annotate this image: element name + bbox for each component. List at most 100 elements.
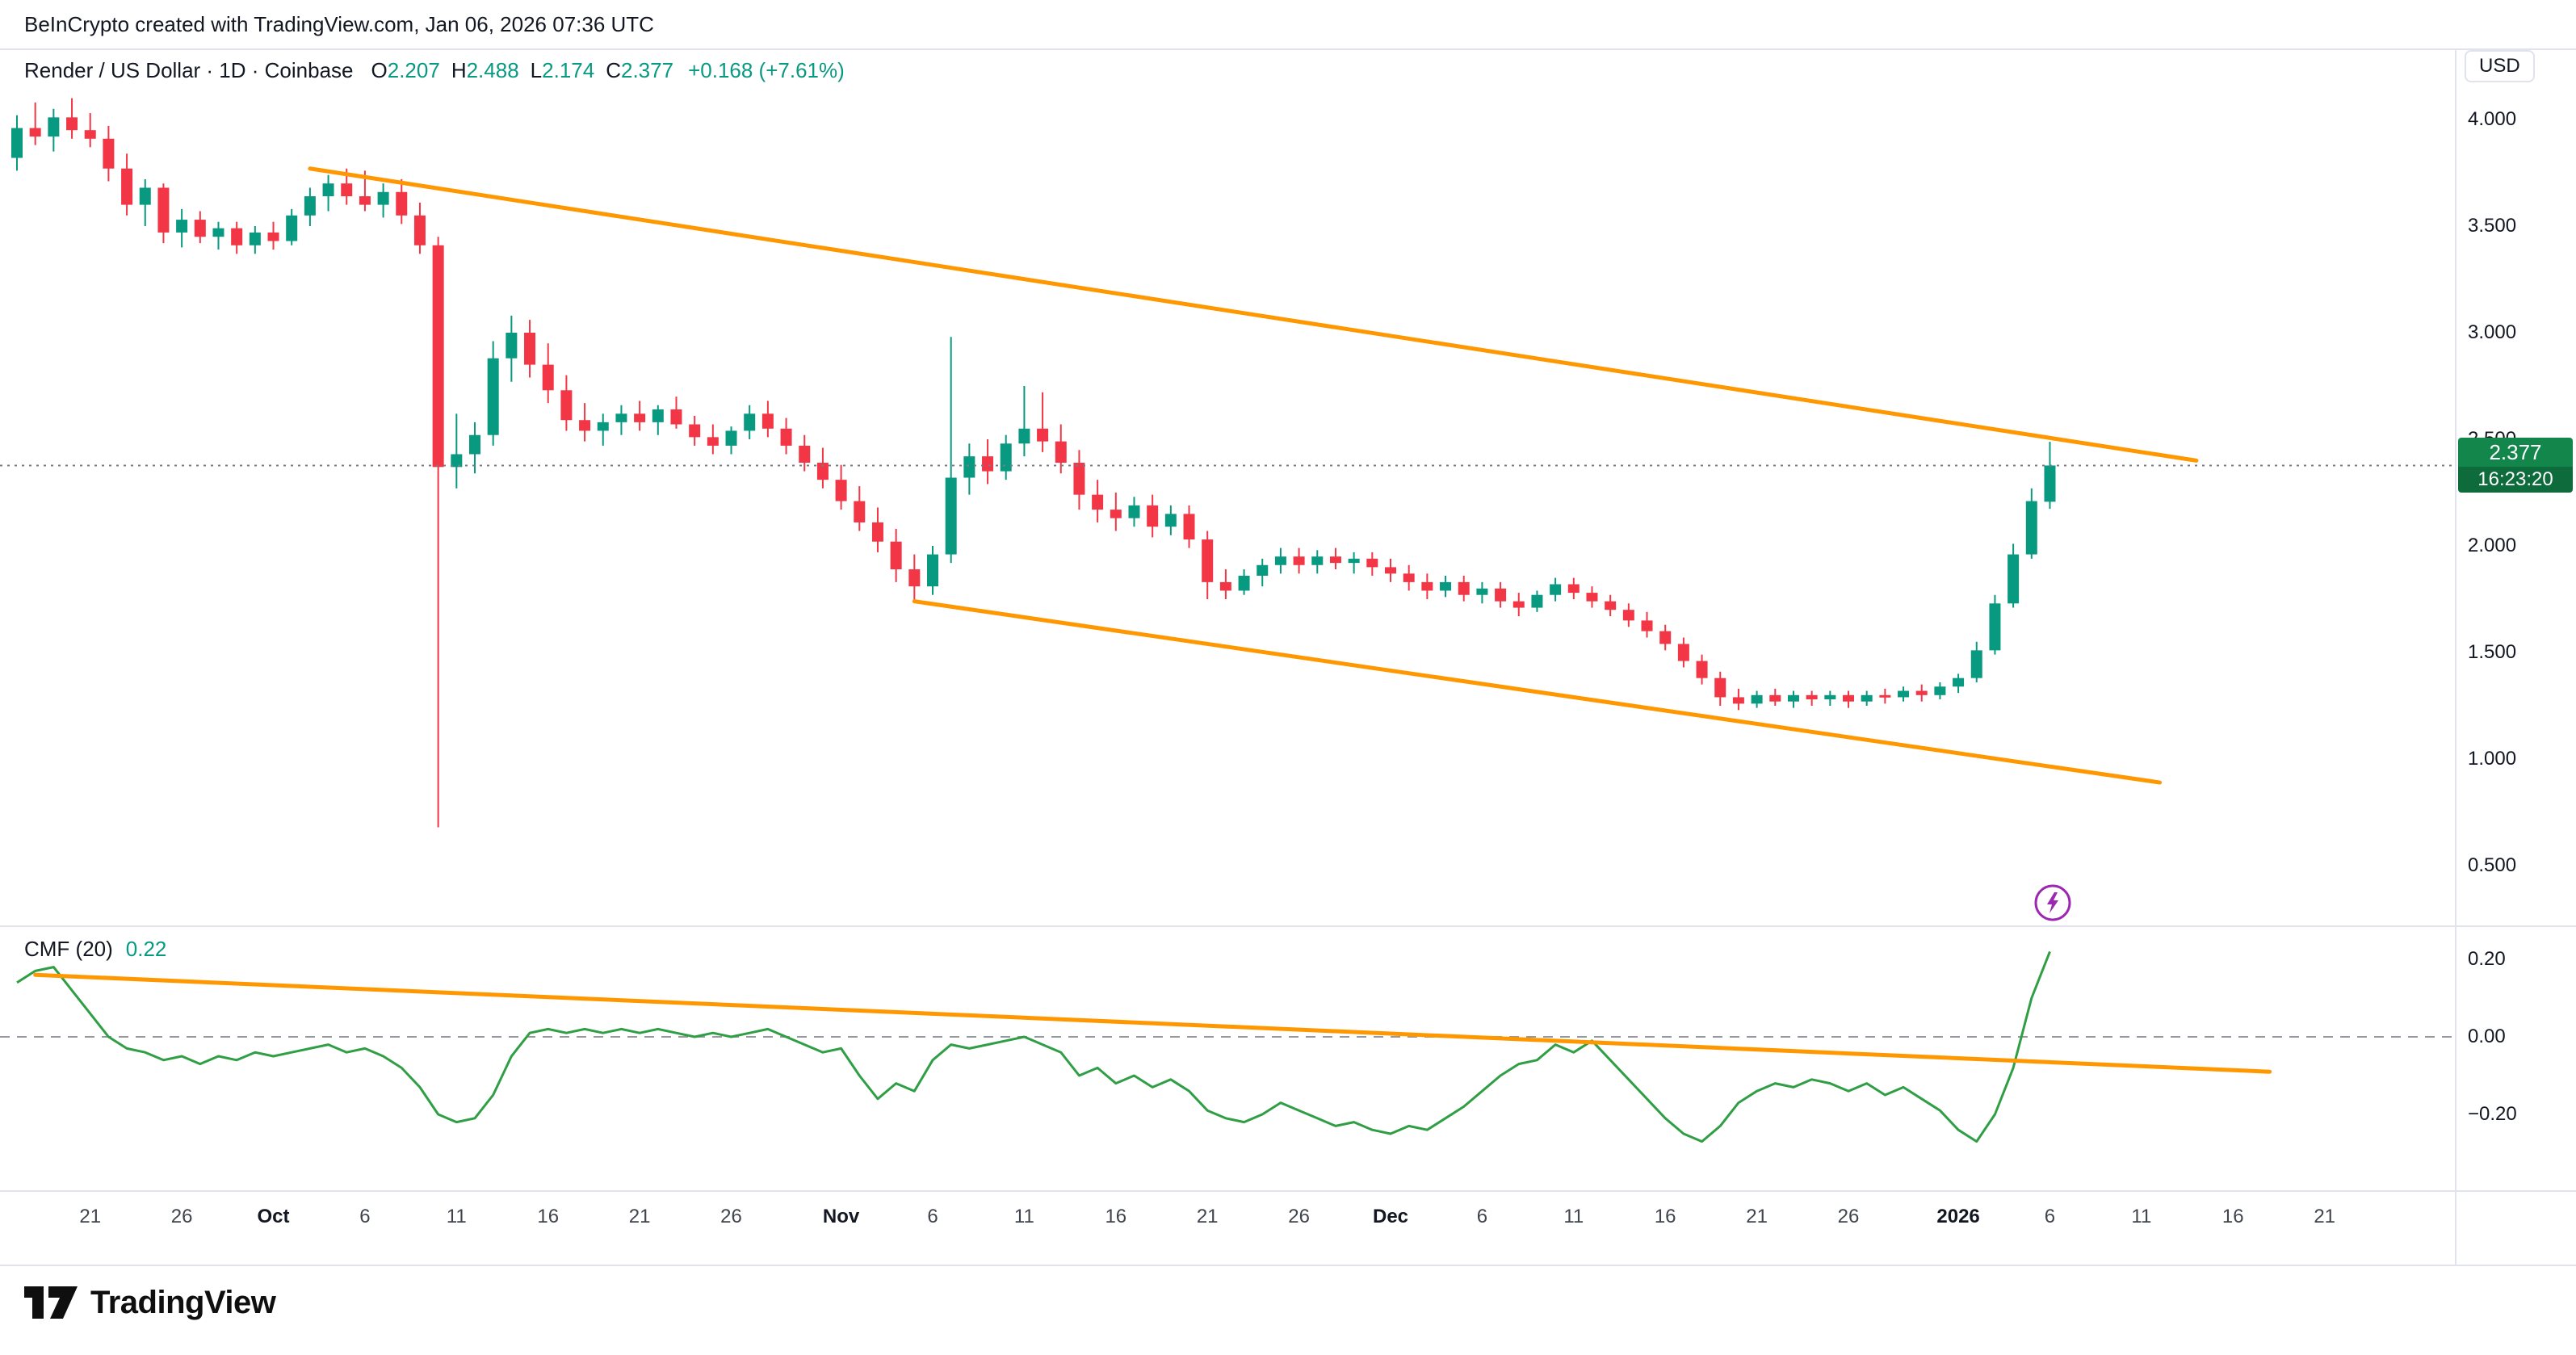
candle-body <box>487 358 499 435</box>
time-tick-label: Oct <box>257 1206 290 1227</box>
time-tick-label: 6 <box>2044 1206 2056 1227</box>
candle-body <box>652 409 664 422</box>
candle-body <box>377 191 389 205</box>
candle-body <box>1732 697 1744 704</box>
candle-body <box>871 522 883 542</box>
candle-body <box>816 463 829 480</box>
time-tick-label: 26 <box>1288 1206 1310 1227</box>
candle-body <box>1476 588 1488 595</box>
time-tick-label: 16 <box>2221 1206 2244 1227</box>
candle-body <box>1714 678 1726 698</box>
candle-body <box>1879 694 1891 698</box>
candle-body <box>1550 584 1562 595</box>
time-tick-label: Nov <box>822 1206 860 1227</box>
candle-body <box>286 215 298 241</box>
ohlc-high-label: H <box>451 58 467 82</box>
cmf-trendline[interactable] <box>33 972 2272 1074</box>
candle-body <box>963 456 975 478</box>
ohlc-low-value: 2.174 <box>542 58 595 82</box>
cmf-tick-label: 0.20 <box>2468 948 2506 970</box>
candle-body <box>1147 505 1159 527</box>
time-tick-label: 11 <box>1563 1206 1584 1227</box>
candle-body <box>1989 603 2001 651</box>
attribution-text: BeInCrypto created with TradingView.com,… <box>24 12 654 36</box>
price-axis-divider <box>2455 48 2456 1266</box>
candle-body <box>1128 505 1140 518</box>
lower-channel-trendline[interactable] <box>912 599 2163 785</box>
tradingview-wordmark[interactable]: TradingView <box>90 1284 276 1320</box>
flash-icon[interactable] <box>2033 883 2072 922</box>
candle-body <box>2025 501 2037 555</box>
candle-body <box>1861 694 1873 702</box>
time-tick-label: 6 <box>359 1206 371 1227</box>
time-axis-divider <box>0 1190 2576 1192</box>
candle-body <box>1567 584 1580 594</box>
candle-body <box>707 437 719 446</box>
cmf-axis[interactable]: 0.20 0.00 −0.20 <box>2468 0 2573 1355</box>
candle-body <box>1934 686 1946 695</box>
candle-body <box>48 117 60 137</box>
candle-body <box>1440 581 1452 591</box>
symbol-legend[interactable]: Render / US Dollar · 1D · Coinbase O2.207… <box>24 58 845 83</box>
pane-divider[interactable] <box>0 925 2576 927</box>
candle-body <box>1092 494 1104 510</box>
last-price-value: 2.377 <box>2458 438 2573 468</box>
time-tick-label: 6 <box>1476 1206 1488 1227</box>
candle-body <box>249 232 261 245</box>
candle-body <box>1843 694 1854 702</box>
tradingview-logo-icon[interactable] <box>24 1280 78 1325</box>
candle-body <box>615 413 627 422</box>
candle-body <box>1421 581 1433 591</box>
candle-body <box>945 477 957 555</box>
candle-body <box>1202 539 1214 582</box>
time-tick-label: 16 <box>1105 1206 1127 1227</box>
candle-body <box>396 191 408 216</box>
candle-body <box>1787 694 1799 702</box>
candle-body <box>1348 558 1360 564</box>
candle-body <box>121 168 133 205</box>
candle-body <box>634 413 646 422</box>
candle-body <box>1806 694 1818 700</box>
candle-body <box>359 196 371 205</box>
candle-body <box>854 501 866 522</box>
candle-body <box>103 138 115 169</box>
cmf-legend[interactable]: CMF (20) 0.22 <box>24 937 166 962</box>
time-tick-label: 21 <box>2314 1206 2336 1227</box>
candle-body <box>1696 661 1708 678</box>
candle-body <box>1257 564 1269 576</box>
flash-icon-bolt <box>2047 892 2058 913</box>
price-tick-label: 4.000 <box>2468 108 2517 130</box>
candle-body <box>1000 443 1012 472</box>
price-tick-label: 0.500 <box>2468 854 2517 876</box>
candle-body <box>927 554 938 587</box>
candle-body <box>1458 581 1470 595</box>
candle-body <box>469 434 480 455</box>
candle-body <box>29 128 41 137</box>
candle-body <box>1531 594 1543 608</box>
candle-body <box>1073 463 1085 495</box>
time-tick-label: 21 <box>628 1206 651 1227</box>
candle-body <box>1915 690 1928 695</box>
candle-body <box>1605 601 1617 610</box>
cmf-value: 0.22 <box>125 937 167 961</box>
candle-body <box>1824 694 1836 700</box>
time-axis[interactable]: 21 26 Oct 6 11 16 21 26 Nov 6 11 16 21 26 Dec 6 11 16 21 26… <box>0 1203 2455 1252</box>
upper-channel-trendline[interactable] <box>308 166 2199 463</box>
time-tick-label: 21 <box>1196 1206 1219 1227</box>
cmf-tick-label: −0.20 <box>2468 1103 2517 1125</box>
time-tick-label: 11 <box>446 1206 467 1227</box>
ohlc-close-label: C <box>606 58 621 82</box>
time-tick-label: 26 <box>170 1206 193 1227</box>
candle-body <box>670 409 682 425</box>
candle-body <box>341 183 353 197</box>
countdown-timer: 16:23:20 <box>2458 467 2573 493</box>
candle-body <box>432 245 444 468</box>
candle-body <box>1219 581 1231 591</box>
price-tick-label: 3.500 <box>2468 215 2517 237</box>
time-tick-label: 21 <box>1746 1206 1768 1227</box>
candle-body <box>267 232 279 241</box>
candle-body <box>1970 650 1982 678</box>
currency-label[interactable]: USD <box>2465 50 2535 82</box>
time-tick-label: 16 <box>1654 1206 1676 1227</box>
